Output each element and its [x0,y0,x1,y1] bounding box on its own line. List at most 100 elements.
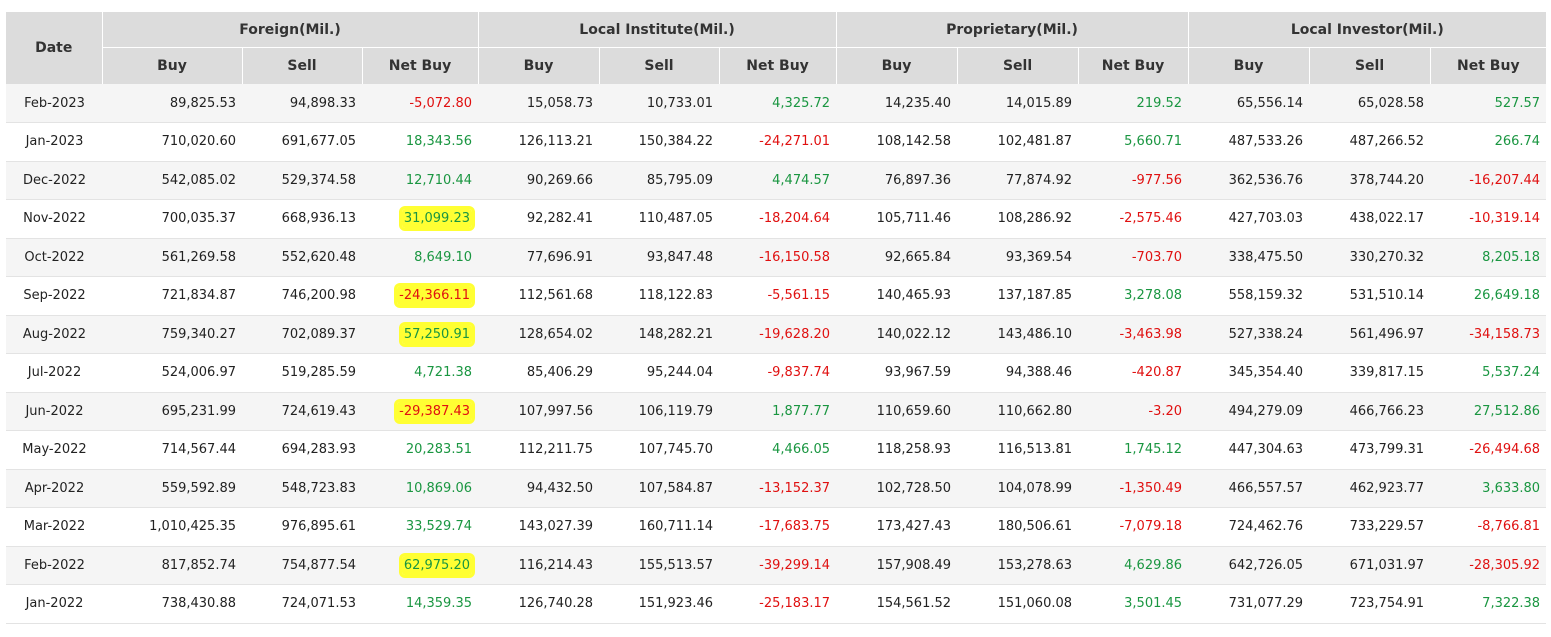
net-buy-cell: 8,649.10 [362,238,479,277]
buy-cell: 494,279.09 [1188,392,1310,431]
buy-cell: 817,852.74 [102,546,242,585]
sell-cell: 531,510.14 [1309,276,1431,316]
net-buy-value: -10,319.14 [1469,211,1541,227]
column-header-net-buy[interactable]: Net Buy [1429,47,1547,84]
net-buy-cell: 7,322.38 [1430,584,1547,624]
sell-cell: 466,766.23 [1309,392,1431,431]
net-buy-cell: -8,766.81 [1430,507,1547,547]
date-cell: Oct-2022 [6,238,102,277]
column-header-sell[interactable]: Sell [1308,47,1431,84]
net-buy-cell: 4,629.86 [1078,546,1189,585]
net-buy-cell: -17,683.75 [719,507,837,547]
table-row: Mar-2022 1,010,425.35 976,895.61 33,529.74 1… [6,507,1547,547]
sell-cell: 487,266.52 [1309,122,1431,162]
sell-cell: 976,895.61 [242,507,362,547]
sell-cell: 148,282.21 [599,315,720,354]
sell-cell: 116,513.81 [957,430,1079,470]
sell-cell: 462,923.77 [1309,469,1431,508]
sell-cell: 694,283.93 [242,430,362,470]
net-buy-value: -25,183.17 [759,596,831,612]
sell-cell: 95,244.04 [599,353,720,393]
net-buy-cell: 10,869.06 [362,469,479,508]
date-cell: Jul-2022 [6,353,102,393]
date-cell: Nov-2022 [6,199,102,239]
net-buy-value: -39,299.14 [759,557,831,573]
buy-cell: 105,711.46 [836,199,958,239]
net-buy-value: 5,537.24 [1482,365,1541,381]
column-header-buy[interactable]: Buy [101,47,242,84]
group-header-local-institute: Local Institute(Mil.) [477,12,837,48]
buy-cell: 345,354.40 [1188,353,1310,393]
date-cell: May-2022 [6,430,102,470]
sell-cell: 746,200.98 [242,276,362,316]
column-header-buy[interactable]: Buy [1187,47,1310,84]
buy-cell: 759,340.27 [102,315,242,354]
sell-cell: 691,677.05 [242,122,362,162]
net-buy-value: 33,529.74 [405,519,473,535]
net-buy-value: 20,283.51 [405,442,473,458]
net-buy-value: -28,305.92 [1469,557,1541,573]
net-buy-value: -2,575.46 [1119,211,1183,227]
net-buy-cell: 4,325.72 [719,84,837,123]
net-buy-value: 4,629.86 [1124,557,1183,573]
sell-cell: 77,874.92 [957,161,1079,200]
net-buy-cell: 20,283.51 [362,430,479,470]
buy-cell: 714,567.44 [102,430,242,470]
net-buy-value: 266.74 [1494,134,1541,150]
sell-cell: 668,936.13 [242,199,362,239]
net-buy-value: 3,633.80 [1482,480,1541,496]
net-buy-cell: 4,721.38 [362,353,479,393]
net-buy-value: 31,099.23 [401,209,473,229]
column-header-date[interactable]: Date [6,12,102,84]
net-buy-cell: -39,299.14 [719,546,837,585]
buy-cell: 107,997.56 [478,392,600,431]
column-header-net-buy[interactable]: Net Buy [1077,47,1189,84]
net-buy-value: 26,649.18 [1473,288,1541,304]
sell-cell: 93,369.54 [957,238,1079,277]
column-header-buy[interactable]: Buy [835,47,958,84]
buy-cell: 362,536.76 [1188,161,1310,200]
column-header-buy[interactable]: Buy [477,47,600,84]
sell-cell: 724,619.43 [242,392,362,431]
net-buy-cell: -420.87 [1078,353,1189,393]
column-header-sell[interactable]: Sell [598,47,720,84]
buy-cell: 700,035.37 [102,199,242,239]
net-buy-cell: -25,183.17 [719,584,837,624]
buy-cell: 527,338.24 [1188,315,1310,354]
net-buy-value: 10,869.06 [405,480,473,496]
buy-cell: 93,967.59 [836,353,958,393]
column-header-sell[interactable]: Sell [241,47,362,84]
table-row: Jan-2022 738,430.88 724,071.53 14,359.35 126… [6,584,1547,624]
buy-cell: 1,010,425.35 [102,507,242,547]
net-buy-cell: 266.74 [1430,122,1547,162]
buy-cell: 642,726.05 [1188,546,1310,585]
sell-cell: 110,662.80 [957,392,1079,431]
net-buy-value: 8,649.10 [414,249,473,265]
sell-cell: 107,745.70 [599,430,720,470]
date-cell: Apr-2022 [6,469,102,508]
net-buy-cell: -34,158.73 [1430,315,1547,354]
net-buy-value: 12,710.44 [405,172,473,188]
sell-cell: 150,384.22 [599,122,720,162]
sell-cell: 108,286.92 [957,199,1079,239]
column-header-sell[interactable]: Sell [956,47,1079,84]
column-header-net-buy[interactable]: Net Buy [718,47,837,84]
net-buy-cell: -2,575.46 [1078,199,1189,239]
net-buy-value: -26,494.68 [1469,442,1541,458]
buy-cell: 85,406.29 [478,353,600,393]
column-header-net-buy[interactable]: Net Buy [361,47,479,84]
sell-cell: 438,022.17 [1309,199,1431,239]
net-buy-value: -17,683.75 [759,519,831,535]
buy-cell: 143,027.39 [478,507,600,547]
sell-cell: 110,487.05 [599,199,720,239]
sell-cell: 14,015.89 [957,84,1079,123]
buy-cell: 558,159.32 [1188,276,1310,316]
buy-cell: 102,728.50 [836,469,958,508]
sell-cell: 151,923.46 [599,584,720,624]
buy-cell: 695,231.99 [102,392,242,431]
buy-cell: 92,282.41 [478,199,600,239]
buy-cell: 77,696.91 [478,238,600,277]
net-buy-cell: -9,837.74 [719,353,837,393]
net-buy-value: 1,877.77 [772,403,831,419]
net-buy-value: -24,366.11 [397,286,473,306]
